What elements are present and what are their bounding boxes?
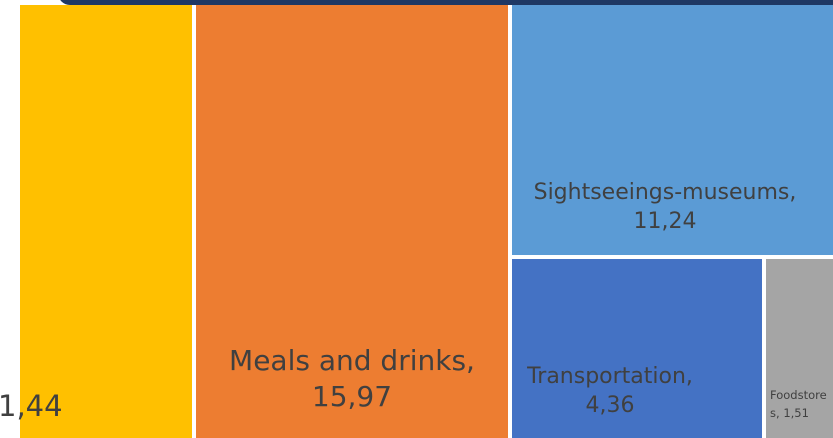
treemap-cell	[196, 5, 508, 438]
treemap-cell	[512, 259, 762, 438]
cell-label: Foodstores, 1,51	[770, 387, 833, 423]
category-label: Foodstores,	[770, 388, 827, 420]
value-label: 15,97	[311, 380, 393, 414]
value-label: 4,36	[585, 392, 635, 418]
cell-label: Sightseeings-museums, 11,24	[505, 179, 825, 236]
cell-label: 1,44	[0, 388, 63, 426]
header-bar	[58, 0, 833, 5]
treemap-cell	[20, 5, 192, 438]
value-label: 1,44	[0, 389, 63, 423]
value-label: 1,51	[783, 405, 809, 420]
category-label: Sightseeings-museums,	[533, 180, 797, 205]
cell-label: Transportation, 4,36	[514, 363, 706, 420]
value-label: 11,24	[633, 208, 697, 234]
treemap-cell	[766, 259, 833, 438]
category-label: Transportation,	[527, 364, 693, 389]
category-label: Meals and drinks,	[229, 344, 475, 377]
treemap-cell	[512, 5, 833, 255]
cell-label: Meals and drinks, 15,97	[196, 343, 508, 416]
